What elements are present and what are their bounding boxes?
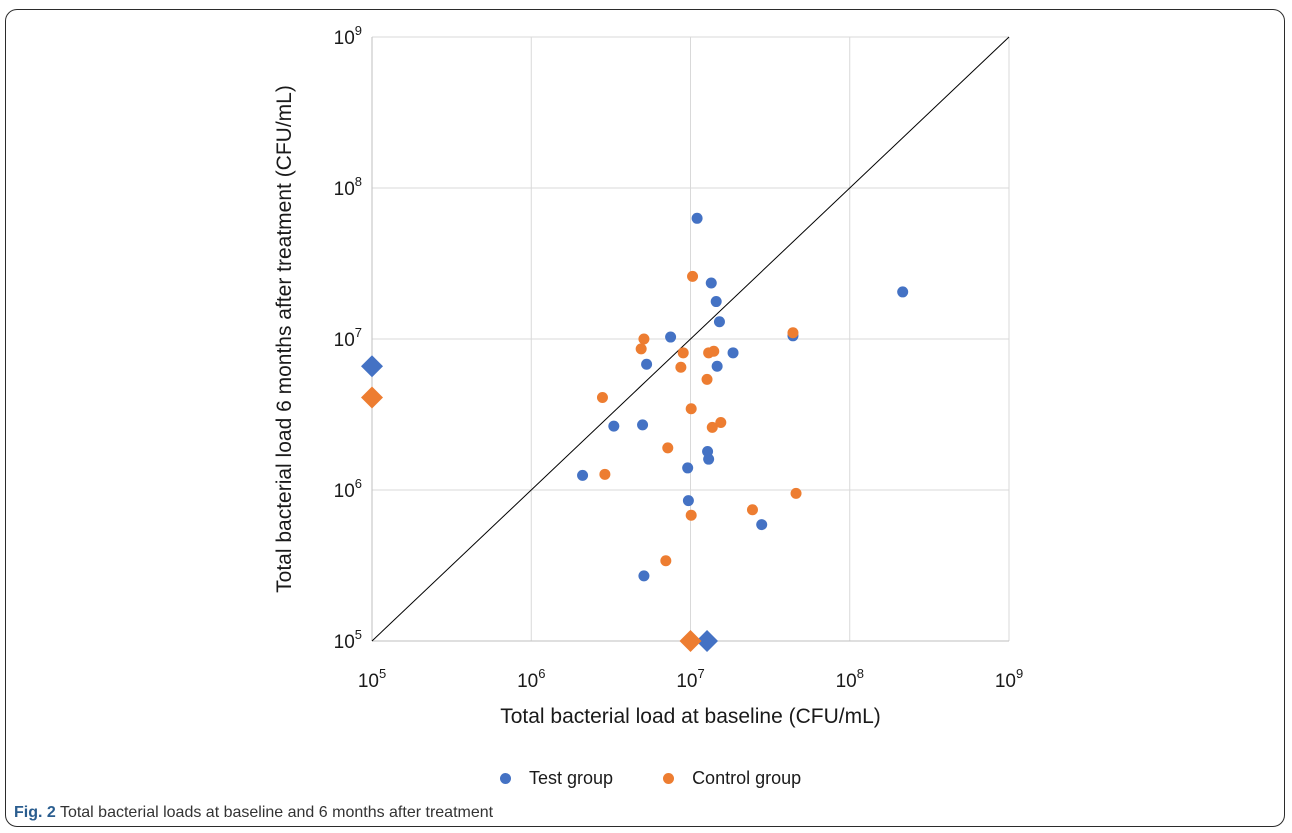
data-point-diamond <box>696 630 719 652</box>
y-tick-label: 105 <box>334 627 362 653</box>
x-tick-labels: 105 106 107 108 109 <box>358 666 1023 692</box>
y-tick-exponent: 9 <box>355 23 362 38</box>
data-point <box>638 333 650 345</box>
x-tick-label: 108 <box>836 666 864 692</box>
data-point <box>897 286 909 298</box>
data-point <box>710 296 722 308</box>
y-tick-exponent: 5 <box>355 627 362 642</box>
data-points <box>361 212 909 652</box>
y-tick-exponent: 6 <box>355 476 362 491</box>
data-point <box>787 327 799 339</box>
data-point <box>708 345 720 357</box>
y-tick-exponent: 7 <box>355 325 362 340</box>
legend-item-test: Test group <box>500 768 613 789</box>
legend-label-test: Test group <box>529 768 614 788</box>
x-tick-exponent: 9 <box>1016 666 1023 681</box>
x-tick-exponent: 8 <box>857 666 864 681</box>
data-point <box>756 519 768 531</box>
x-tick-base: 10 <box>517 671 538 692</box>
x-tick-label: 109 <box>995 666 1023 692</box>
data-point <box>577 469 589 481</box>
data-point <box>637 419 649 431</box>
data-point <box>790 487 802 499</box>
data-point <box>706 421 718 433</box>
data-point <box>660 555 672 567</box>
data-point <box>685 509 697 521</box>
x-axis-title: Total bacterial load at baseline (CFU/mL… <box>500 705 881 728</box>
x-tick-base: 10 <box>995 671 1016 692</box>
data-point <box>687 270 699 282</box>
data-point <box>715 416 727 428</box>
legend: Test group Control group <box>500 768 851 789</box>
data-point <box>599 468 611 480</box>
x-tick-label: 106 <box>517 666 545 692</box>
figure-caption: Fig. 2 Total bacterial loads at baseline… <box>14 804 493 822</box>
reference-line-group <box>371 36 1010 642</box>
data-point <box>682 495 694 507</box>
data-point <box>713 316 725 328</box>
data-point <box>675 361 687 373</box>
x-tick-base: 10 <box>358 671 379 692</box>
data-point <box>641 358 653 370</box>
data-point <box>685 403 697 415</box>
y-tick-exponent: 8 <box>355 174 362 189</box>
data-point-diamond <box>361 355 383 378</box>
x-tick-exponent: 7 <box>697 666 704 681</box>
y-tick-label: 107 <box>334 325 362 351</box>
data-point <box>608 420 620 432</box>
x-tick-base: 10 <box>676 671 697 692</box>
data-point <box>711 360 723 372</box>
data-point <box>662 442 674 454</box>
reference-line <box>371 36 1010 642</box>
data-point <box>677 347 689 359</box>
y-tick-label: 109 <box>334 23 362 49</box>
caption-text: Total bacterial loads at baseline and 6 … <box>59 804 494 821</box>
y-tick-base: 10 <box>334 330 355 351</box>
y-tick-base: 10 <box>334 28 355 49</box>
data-point <box>665 331 677 343</box>
data-point-diamond <box>361 386 383 409</box>
y-tick-base: 10 <box>334 632 355 653</box>
data-point <box>746 504 758 516</box>
y-tick-label: 108 <box>334 174 362 200</box>
x-tick-label: 107 <box>676 666 704 692</box>
legend-item-control: Control group <box>663 768 801 789</box>
data-point <box>635 343 647 355</box>
figure-frame: 105 106 107 108 109 105 106 107 108 109 Total ba… <box>5 9 1285 827</box>
data-point <box>701 373 713 385</box>
y-tick-base: 10 <box>334 481 355 502</box>
data-point <box>727 347 739 359</box>
y-axis-title: Total bacterial load 6 months after trea… <box>273 85 296 593</box>
x-tick-exponent: 5 <box>379 666 386 681</box>
data-point <box>596 391 608 403</box>
data-point-diamond <box>679 630 702 652</box>
caption-label: Fig. 2 <box>14 804 56 821</box>
legend-label-control: Control group <box>692 768 802 788</box>
data-point <box>682 462 694 474</box>
data-point <box>638 570 650 582</box>
x-tick-exponent: 6 <box>538 666 545 681</box>
data-point <box>703 453 715 465</box>
x-tick-base: 10 <box>836 671 857 692</box>
y-tick-label: 106 <box>334 476 362 502</box>
legend-marker-test <box>500 773 511 784</box>
data-point <box>691 212 703 224</box>
legend-marker-control <box>663 773 675 784</box>
x-tick-label: 105 <box>358 666 386 692</box>
y-tick-base: 10 <box>334 179 355 200</box>
data-point <box>705 277 717 289</box>
